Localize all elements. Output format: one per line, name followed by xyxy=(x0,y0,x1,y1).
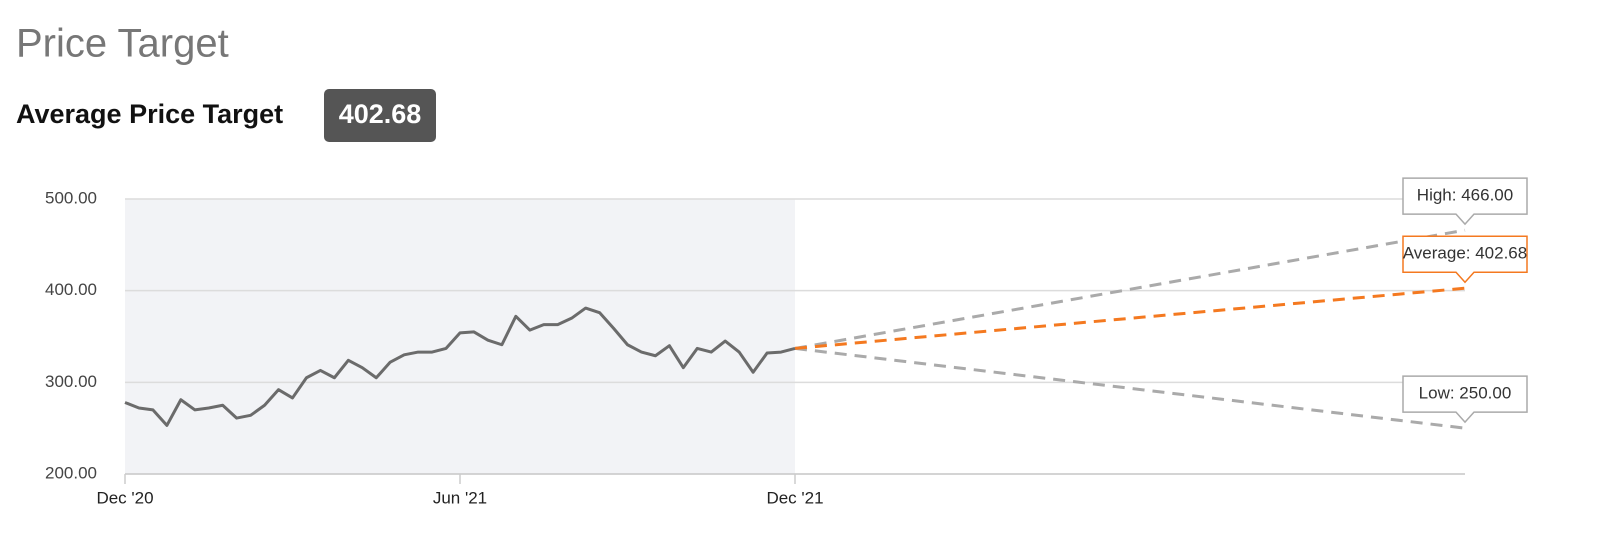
target-line xyxy=(794,346,1466,430)
x-tick-label: Jun '21 xyxy=(433,488,487,507)
target-callout xyxy=(1402,177,1528,226)
chart: 200.00 300.00 400.00 500.00 Dec '20 Jun '21 De… xyxy=(45,177,1528,507)
target-line xyxy=(794,228,1466,350)
average-badge xyxy=(324,89,436,142)
page-title: Price Target xyxy=(16,22,229,66)
target-callout xyxy=(1402,235,1528,284)
y-tick-label: 400.00 xyxy=(45,280,97,299)
history-area xyxy=(125,199,795,474)
y-tick-label: 500.00 xyxy=(45,188,97,207)
y-tick-label: 300.00 xyxy=(45,372,97,391)
target-label: High: 466.00 xyxy=(1417,186,1513,205)
price-line xyxy=(124,306,796,427)
x-tick-label: Dec '20 xyxy=(96,488,153,507)
average-value: 402.68 xyxy=(339,99,422,129)
average-label: Average Price Target xyxy=(16,99,283,129)
target-label: Low: 250.00 xyxy=(1419,384,1512,403)
target-line xyxy=(794,286,1466,350)
target-callout xyxy=(1402,375,1528,424)
target-label: Average: 402.68 xyxy=(1403,244,1527,263)
x-tick-label: Dec '21 xyxy=(766,488,823,507)
y-tick-label: 200.00 xyxy=(45,463,97,482)
